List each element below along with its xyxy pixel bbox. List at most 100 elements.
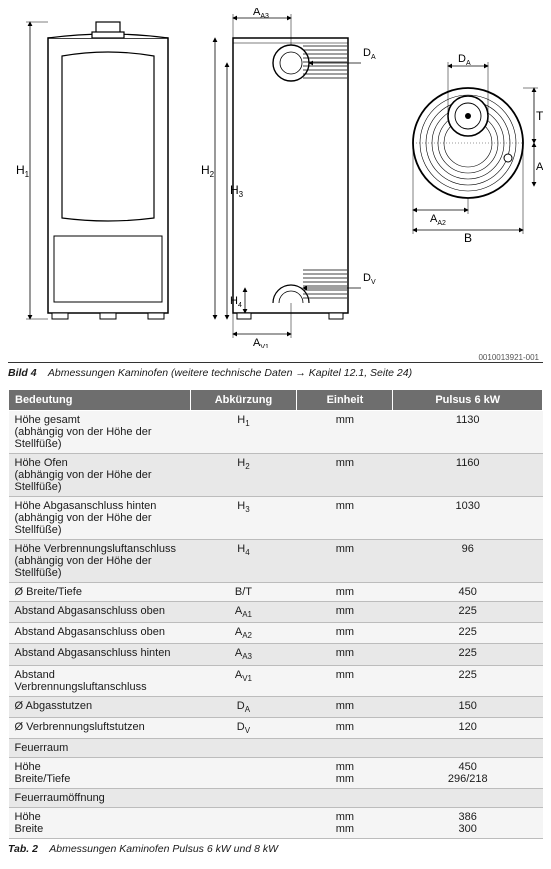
svg-text:H4: H4 <box>230 295 242 309</box>
table-row: HöheBreite/Tiefemmmm450296/218 <box>9 757 543 788</box>
label-B: B <box>464 231 472 245</box>
table-row: Höhe Abgasanschluss hinten(abhängig von … <box>9 497 543 540</box>
cell-abk: H2 <box>190 454 297 497</box>
cell-value: 1160 <box>393 454 543 497</box>
cell-value: 450296/218 <box>393 757 543 788</box>
cell-abk: H1 <box>190 411 297 454</box>
cell-bedeutung: Abstand Abgasanschluss hinten <box>9 644 191 665</box>
label-H3: H <box>230 183 239 197</box>
side-view: H2 H3 H4 AA3 DA DV <box>201 8 376 348</box>
cell-unit: mm <box>297 623 393 644</box>
label-H4: H <box>230 295 238 307</box>
table-row: Abstand Abgasanschluss hintenAA3mm225 <box>9 644 543 665</box>
cell-value: 120 <box>393 717 543 738</box>
label-H2s: 2 <box>210 170 215 179</box>
svg-text:AA2: AA2 <box>430 213 446 227</box>
label-DVs: V <box>371 279 376 286</box>
svg-text:H2: H2 <box>201 163 215 179</box>
table-row: Feuerraum <box>9 738 543 757</box>
cell-bedeutung: Ø Abgasstutzen <box>9 696 191 717</box>
svg-text:H1: H1 <box>16 163 30 179</box>
cell-unit: mm <box>297 665 393 696</box>
cell-bedeutung: Höhe Abgasanschluss hinten(abhängig von … <box>9 497 191 540</box>
label-H4s: 4 <box>238 302 242 309</box>
cell-unit <box>297 738 393 757</box>
label-H2: H <box>201 163 210 177</box>
top-view: DA T AA1 AA2 B <box>413 53 543 245</box>
label-AA3s: A3 <box>260 13 269 20</box>
table-row: Höhe gesamt(abhängig von der Höhe der St… <box>9 411 543 454</box>
diagram-svg: H1 <box>8 8 543 348</box>
label-AA2s: A2 <box>437 220 446 227</box>
cell-value: 96 <box>393 540 543 583</box>
cell-bedeutung: Höhe Ofen(abhängig von der Höhe der Stel… <box>9 454 191 497</box>
label-H1s: 1 <box>25 170 30 179</box>
svg-text:AA1: AA1 <box>536 161 543 175</box>
label-DA2: D <box>458 53 466 65</box>
cell-abk: H4 <box>190 540 297 583</box>
cell-value: 225 <box>393 602 543 623</box>
page: H1 <box>0 0 551 869</box>
table-row: Höhe Verbrennungsluftanschluss(abhängig … <box>9 540 543 583</box>
cell-unit: mm <box>297 602 393 623</box>
dimensions-table: Bedeutung Abkürzung Einheit Pulsus 6 kW … <box>8 389 543 839</box>
col-bedeutung: Bedeutung <box>9 390 191 411</box>
col-einheit: Einheit <box>297 390 393 411</box>
front-view: H1 <box>16 22 168 319</box>
label-AA1: A <box>536 161 543 173</box>
svg-text:AV1: AV1 <box>253 337 269 348</box>
cell-value: 386300 <box>393 807 543 838</box>
cell-unit: mm <box>297 497 393 540</box>
cell-unit: mmmm <box>297 807 393 838</box>
label-DA1: D <box>363 47 371 59</box>
table-row: Feuerraumöffnung <box>9 788 543 807</box>
cell-unit: mm <box>297 411 393 454</box>
table-row: HöheBreitemmmm386300 <box>9 807 543 838</box>
cell-value: 225 <box>393 644 543 665</box>
table-body: Höhe gesamt(abhängig von der Höhe der St… <box>9 411 543 839</box>
table-header-row: Bedeutung Abkürzung Einheit Pulsus 6 kW <box>9 390 543 411</box>
svg-text:DV: DV <box>363 272 376 286</box>
cell-value: 225 <box>393 623 543 644</box>
table-row: Ø Breite/TiefeB/Tmm450 <box>9 583 543 602</box>
table-row: Ø AbgasstutzenDAmm150 <box>9 696 543 717</box>
cell-abk: DV <box>190 717 297 738</box>
cell-value <box>393 788 543 807</box>
document-id: 0010013921-001 <box>8 351 543 362</box>
cell-unit: mm <box>297 540 393 583</box>
svg-text:H3: H3 <box>230 183 244 199</box>
col-abkuerzung: Abkürzung <box>190 390 297 411</box>
label-H3s: 3 <box>239 190 244 199</box>
label-AV1s: V1 <box>260 344 269 348</box>
cell-bedeutung: Ø Verbrennungsluftstutzen <box>9 717 191 738</box>
table-row: Abstand Abgasanschluss obenAA2mm225 <box>9 623 543 644</box>
table-row: Abstand Abgasanschluss obenAA1mm225 <box>9 602 543 623</box>
cell-value: 150 <box>393 696 543 717</box>
cell-unit: mm <box>297 583 393 602</box>
table-row: Höhe Ofen(abhängig von der Höhe der Stel… <box>9 454 543 497</box>
cell-abk: B/T <box>190 583 297 602</box>
cell-abk <box>190 788 297 807</box>
cell-bedeutung: Ø Breite/Tiefe <box>9 583 191 602</box>
figure-caption: Bild 4 Abmessungen Kaminofen (weitere te… <box>8 363 543 389</box>
cell-abk: DA <box>190 696 297 717</box>
cell-abk: AA2 <box>190 623 297 644</box>
cell-bedeutung: Höhe gesamt(abhängig von der Höhe der St… <box>9 411 191 454</box>
cell-bedeutung: Abstand Abgasanschluss oben <box>9 602 191 623</box>
cell-value <box>393 738 543 757</box>
cell-value: 225 <box>393 665 543 696</box>
cell-bedeutung: Abstand Abgasanschluss oben <box>9 623 191 644</box>
caption-text: Abmessungen Kaminofen (weitere technisch… <box>48 367 412 379</box>
cell-unit: mm <box>297 454 393 497</box>
svg-text:DA: DA <box>458 53 471 67</box>
label-DV: D <box>363 272 371 284</box>
tabcaption-prefix: Tab. 2 <box>8 843 38 855</box>
cell-value: 1130 <box>393 411 543 454</box>
table-row: Abstand VerbrennungsluftanschlussAV1mm22… <box>9 665 543 696</box>
cell-bedeutung: Feuerraum <box>9 738 191 757</box>
cell-unit: mmmm <box>297 757 393 788</box>
table-caption: Tab. 2 Abmessungen Kaminofen Pulsus 6 kW… <box>8 839 543 861</box>
cell-abk <box>190 757 297 788</box>
cell-abk: AA1 <box>190 602 297 623</box>
technical-diagram: H1 <box>8 8 543 363</box>
